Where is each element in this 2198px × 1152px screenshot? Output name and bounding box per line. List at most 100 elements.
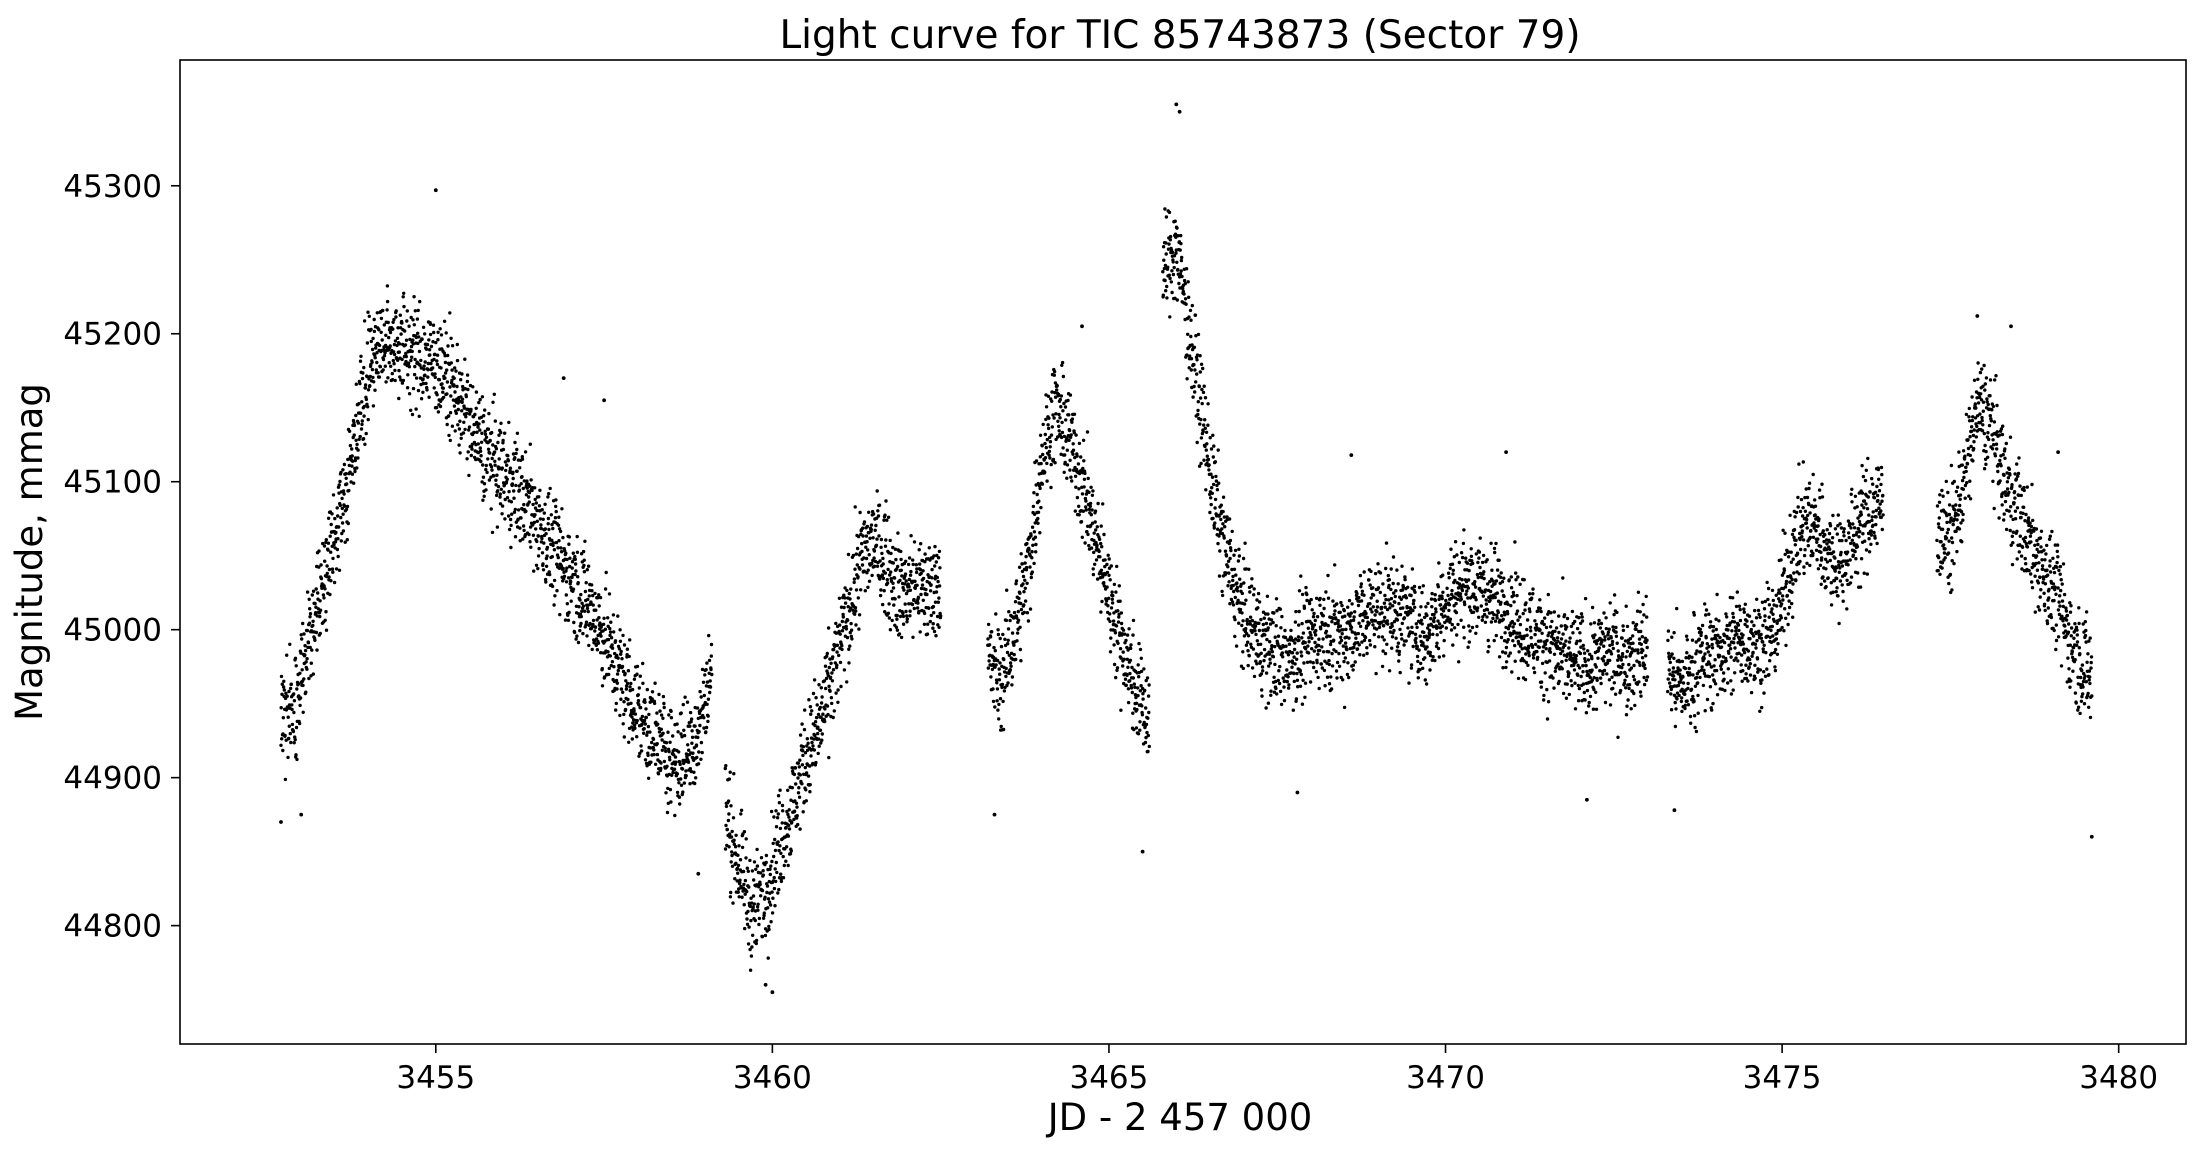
data-point: [624, 679, 628, 683]
data-point: [328, 592, 332, 597]
data-point: [668, 787, 673, 792]
data-point: [910, 602, 915, 607]
data-point: [1397, 601, 1401, 606]
data-point: [759, 894, 763, 898]
data-point: [1096, 501, 1100, 506]
data-point: [1060, 360, 1065, 365]
data-point: [760, 935, 764, 939]
data-point: [1438, 603, 1443, 607]
data-point: [1371, 605, 1376, 609]
data-point: [337, 491, 341, 495]
data-point: [435, 362, 440, 367]
data-point: [1506, 638, 1510, 642]
data-point: [1642, 613, 1646, 617]
data-point: [1433, 593, 1437, 597]
data-point: [811, 744, 815, 748]
data-point: [1462, 528, 1466, 532]
data-point: [1228, 602, 1232, 606]
data-point: [607, 672, 611, 677]
data-point: [1389, 596, 1394, 601]
data-point: [1043, 432, 1048, 437]
data-point: [1230, 567, 1234, 572]
data-point: [1064, 418, 1068, 422]
data-point: [1022, 610, 1026, 615]
data-point: [987, 659, 991, 663]
data-point: [1467, 568, 1471, 573]
data-point: [1038, 531, 1042, 535]
data-point: [629, 681, 633, 686]
data-point: [336, 537, 340, 541]
data-point: [1567, 646, 1571, 650]
data-point: [895, 628, 900, 632]
data-point: [313, 601, 317, 606]
data-point: [1211, 482, 1216, 487]
data-point: [912, 597, 916, 602]
data-point: [1301, 631, 1306, 635]
data-point: [730, 829, 734, 834]
data-point: [379, 316, 384, 321]
data-point: [875, 537, 879, 541]
data-point: [907, 602, 911, 606]
data-point: [1499, 571, 1503, 575]
data-point: [1025, 581, 1029, 585]
data-point: [370, 360, 374, 364]
data-point: [1371, 586, 1375, 590]
data-point: [427, 338, 431, 342]
data-point: [1509, 586, 1514, 590]
data-point: [1466, 586, 1471, 590]
data-point: [1327, 662, 1332, 667]
data-point: [667, 755, 672, 759]
data-point: [1380, 635, 1385, 639]
data-point: [499, 487, 503, 491]
data-point: [832, 647, 836, 652]
data-point: [356, 448, 360, 452]
data-point: [1429, 597, 1434, 601]
data-point: [521, 486, 525, 491]
data-point: [316, 591, 320, 595]
data-point: [1501, 666, 1505, 670]
data-point: [1298, 684, 1303, 688]
data-point: [1632, 663, 1636, 668]
data-point: [411, 318, 415, 322]
data-point: [856, 575, 860, 579]
data-point: [626, 669, 631, 673]
data-point: [543, 527, 547, 531]
data-point: [777, 887, 781, 892]
data-point: [1268, 661, 1273, 665]
data-point: [630, 715, 634, 719]
data-point: [786, 863, 790, 868]
data-point: [1270, 650, 1275, 654]
data-point: [804, 788, 808, 792]
data-point: [1516, 575, 1520, 579]
data-point: [360, 419, 364, 423]
data-point: [1077, 441, 1082, 446]
data-point: [423, 332, 427, 336]
data-point: [1083, 541, 1087, 545]
data-point: [518, 539, 522, 543]
data-point: [409, 408, 413, 412]
data-point: [1136, 686, 1140, 690]
data-point: [1140, 713, 1145, 717]
data-point: [1178, 248, 1182, 252]
data-point: [808, 783, 812, 787]
data-point: [488, 438, 492, 443]
data-point: [1467, 605, 1472, 609]
data-point: [313, 638, 317, 642]
data-point: [479, 459, 483, 464]
data-point: [344, 476, 348, 480]
data-point: [1220, 593, 1225, 598]
data-point: [292, 741, 296, 745]
data-point: [604, 570, 608, 575]
data-point: [847, 609, 852, 613]
data-point: [1061, 409, 1065, 413]
data-point: [846, 552, 851, 557]
data-point: [891, 561, 895, 565]
data-point: [842, 668, 847, 672]
data-point: [1437, 622, 1442, 626]
data-point: [1094, 558, 1099, 562]
data-point: [532, 520, 537, 525]
data-point: [425, 388, 429, 392]
data-point: [575, 550, 580, 554]
data-point: [1599, 621, 1604, 626]
data-point: [1614, 630, 1618, 634]
